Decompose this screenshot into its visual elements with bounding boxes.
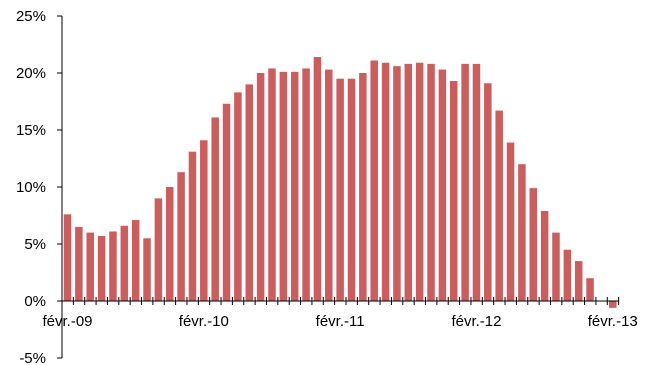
bar-41: [529, 188, 538, 301]
bar-2: [86, 232, 94, 301]
bar-44: [563, 249, 572, 301]
bar-39: [506, 142, 515, 301]
bar-29: [393, 66, 401, 301]
bar-42: [540, 210, 549, 301]
bar-38: [495, 110, 503, 302]
bar-32: [427, 63, 435, 301]
bar-7: [143, 238, 151, 301]
bar-37: [484, 83, 492, 301]
bar-26: [359, 73, 367, 301]
x-axis-ticks: [61, 297, 620, 305]
bar-31: [415, 62, 424, 301]
bar-30: [404, 63, 413, 301]
bar-25: [347, 78, 356, 301]
y-tick-label-6: 25%: [16, 8, 46, 25]
bar-16: [245, 84, 254, 302]
bar-12: [200, 140, 208, 301]
bar-40: [518, 164, 526, 301]
bar-21: [302, 68, 310, 301]
bar-36: [472, 63, 481, 301]
x-tick-label-2: févr.-11: [316, 313, 365, 330]
y-tick-label-3: 10%: [16, 179, 46, 196]
x-tick-label-1: févr.-10: [179, 313, 229, 330]
bar-22: [313, 57, 322, 301]
bar-35: [461, 63, 469, 301]
bar-43: [552, 232, 560, 301]
bar-34: [449, 80, 458, 301]
bar-9: [165, 187, 174, 301]
y-axis-tick-labels: -5% 0% 5% 10% 15% 20% 25%: [16, 8, 46, 365]
bar-28: [381, 62, 390, 301]
x-tick-label-4: févr.-13: [588, 313, 638, 330]
bar-0: [63, 214, 72, 301]
bar-6: [131, 220, 140, 301]
bar-8: [154, 198, 163, 301]
bar-1: [75, 226, 83, 301]
y-tick-label-4: 15%: [16, 122, 46, 139]
y-tick-label-1: 0%: [24, 293, 46, 310]
bar-27: [370, 60, 378, 302]
x-axis-tick-labels: févr.-09 févr.-10 févr.-11 févr.-12 févr.-13: [42, 313, 637, 330]
bar-series: [63, 57, 617, 308]
bar-5: [120, 225, 129, 301]
x-tick-label-0: févr.-09: [42, 313, 92, 330]
bar-15: [234, 92, 242, 301]
bar-11: [188, 151, 197, 301]
bar-19: [279, 71, 288, 301]
bar-18: [268, 68, 276, 301]
bar-4: [109, 231, 117, 301]
bar-14: [222, 103, 231, 301]
bar-3: [97, 236, 106, 301]
bar-20: [290, 71, 299, 301]
bar-45: [574, 261, 583, 301]
bar-10: [177, 172, 185, 301]
bar-48: [609, 301, 617, 308]
bar-23: [325, 69, 333, 301]
x-tick-label-3: févr.-12: [451, 313, 501, 330]
y-tick-label-2: 5%: [24, 236, 46, 253]
bar-46: [586, 278, 594, 301]
bar-17: [256, 73, 265, 301]
bar-24: [336, 78, 344, 301]
y-tick-label-5: 20%: [16, 65, 46, 82]
bar-13: [211, 117, 219, 302]
y-tick-label-0: -5%: [19, 350, 46, 365]
bar-33: [438, 69, 447, 301]
y-axis-ticks: [57, 15, 62, 359]
